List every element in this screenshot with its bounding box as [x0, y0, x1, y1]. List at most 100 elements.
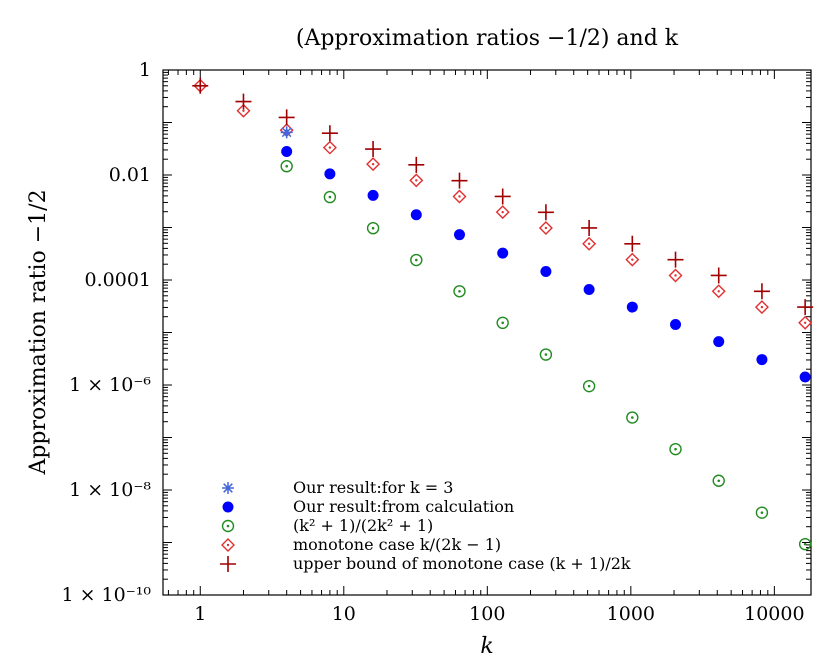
data-point-shape — [495, 205, 510, 220]
data-point — [626, 411, 639, 424]
data-point — [235, 93, 252, 110]
data-point — [581, 219, 598, 236]
y-axis-label: Approximation ratio −1/2 — [26, 189, 51, 475]
data-point — [367, 189, 379, 201]
y-tick-label: 0.01 — [109, 164, 151, 186]
legend-entry: Our result:from calculation — [293, 497, 514, 516]
legend-marker-dot — [226, 543, 230, 547]
data-point — [667, 251, 684, 268]
data-point — [410, 253, 423, 267]
data-point — [798, 315, 813, 330]
data-point-dot — [414, 258, 418, 262]
data-point — [538, 220, 553, 235]
legend-marker-dot — [226, 524, 230, 528]
data-point-dot — [328, 146, 332, 149]
data-point-dot — [242, 109, 245, 113]
data-point — [495, 205, 510, 220]
data-point — [366, 221, 380, 235]
data-point-ring — [280, 160, 293, 173]
data-point-dot — [631, 258, 634, 261]
legend-marker-ring — [221, 519, 235, 533]
data-point — [582, 379, 596, 393]
data-point-dot — [587, 242, 591, 245]
data-point-dot — [760, 305, 764, 309]
data-point-dot — [285, 164, 288, 168]
data-point-ring — [539, 348, 553, 361]
data-point-dot — [760, 511, 764, 514]
data-point-dot — [544, 226, 548, 230]
data-point — [281, 146, 293, 158]
series-0 — [280, 126, 293, 139]
data-point — [410, 209, 422, 221]
data-point — [323, 190, 337, 204]
data-point — [324, 168, 336, 180]
x-tick-label: 10000 — [744, 603, 804, 625]
y-tick-label: 1 — [139, 59, 151, 81]
data-point-dot — [458, 289, 461, 293]
data-point — [583, 283, 595, 295]
legend-marker — [222, 482, 234, 494]
legend-entry: upper bound of monotone case (k + 1)/2k — [293, 554, 631, 573]
data-point-ring — [453, 285, 466, 298]
data-point-dot — [803, 542, 807, 546]
data-point-ring — [755, 506, 769, 519]
data-point-dot — [371, 226, 375, 230]
y-tick-label: 0.0001 — [85, 269, 151, 291]
data-point — [754, 300, 769, 315]
data-point-shape — [409, 173, 424, 188]
data-point — [280, 160, 293, 173]
data-point — [540, 266, 552, 278]
legend-marker — [222, 501, 234, 513]
data-point-shape — [366, 157, 381, 172]
data-point-shape — [754, 300, 769, 315]
data-point — [497, 247, 509, 259]
plot-frame — [162, 69, 812, 596]
data-point — [280, 126, 293, 139]
legend-marker — [220, 556, 236, 572]
data-point — [494, 188, 511, 205]
data-point — [236, 103, 251, 118]
data-point — [278, 109, 295, 126]
y-tick-label: 1 × 10⁻¹⁰ — [61, 584, 151, 606]
series-3 — [193, 78, 813, 330]
data-point — [192, 77, 209, 94]
data-point — [712, 474, 725, 487]
data-point — [625, 252, 640, 267]
legend-marker-shape — [221, 538, 235, 552]
data-point — [496, 316, 509, 330]
data-point-dot — [371, 162, 375, 166]
legend-marker — [221, 538, 235, 552]
data-point — [537, 204, 554, 221]
data-point — [755, 506, 769, 519]
data-point-dot — [631, 416, 634, 419]
data-point-ring — [712, 474, 725, 487]
data-point — [626, 301, 638, 313]
x-tick-label: 1 — [194, 603, 206, 625]
data-point — [669, 442, 682, 456]
data-point-dot — [544, 353, 548, 356]
legend-entry: monotone case k/(2k − 1) — [293, 535, 501, 554]
data-point — [365, 141, 382, 158]
data-point — [366, 157, 381, 172]
data-point — [799, 371, 811, 383]
data-point-ring — [582, 379, 596, 393]
data-point — [451, 172, 468, 189]
data-point-dot — [501, 210, 504, 214]
data-point-dot — [803, 321, 807, 325]
axis-ticks — [163, 69, 811, 596]
data-point — [668, 268, 683, 283]
series-2 — [280, 160, 812, 551]
series-1 — [281, 146, 811, 383]
data-point-ring — [496, 316, 509, 330]
data-point-dot — [458, 195, 461, 198]
data-point-dot — [587, 384, 591, 388]
data-point-dot — [674, 274, 677, 277]
data-point — [713, 336, 725, 348]
tick-labels: 1 10 100 1000 10000 1 0.01 0.0001 1 × 10⁻⁶ 1 × 10… — [61, 59, 804, 625]
data-point-shape — [452, 189, 467, 204]
data-point — [453, 229, 465, 241]
data-point — [798, 537, 812, 551]
data-point-dot — [415, 179, 418, 182]
data-point — [711, 284, 726, 299]
